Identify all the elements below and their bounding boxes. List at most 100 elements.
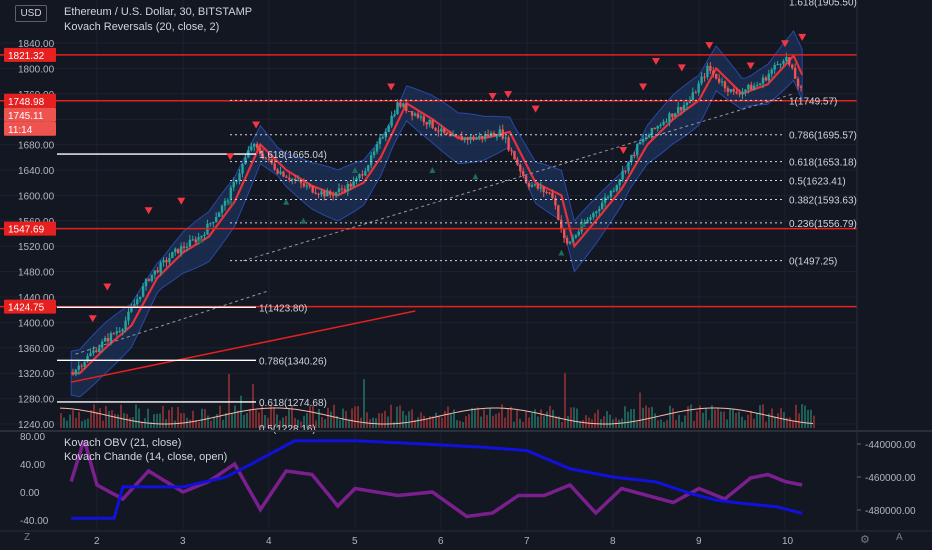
reversal-up-marker (300, 217, 307, 224)
candle-body (732, 89, 735, 92)
candle-body (150, 274, 154, 281)
reversal-up-marker (472, 173, 479, 180)
reversal-down-marker (531, 105, 540, 113)
volume-bar (519, 418, 521, 428)
volume-bar (309, 406, 311, 428)
candle-body (153, 270, 156, 275)
candle-body (352, 181, 355, 187)
volume-bar (216, 414, 218, 428)
time-tick-label: 3 (180, 536, 186, 547)
settings-icon[interactable]: ⚙ (860, 534, 870, 546)
volume-bar (282, 417, 284, 428)
candle-body (320, 191, 323, 195)
candle-body (688, 100, 692, 103)
currency-button[interactable]: USD (15, 5, 47, 22)
candle-body (323, 191, 326, 197)
price-tick-label: 1640.00 (18, 166, 55, 177)
volume-bar (645, 405, 647, 428)
volume-bar (501, 404, 503, 428)
fib-level-label: 0.382(1593.63) (789, 195, 857, 206)
candle-body (492, 132, 496, 137)
candle-body (191, 239, 195, 241)
volume-bar (735, 412, 737, 428)
candle-body (627, 161, 630, 172)
candle-body (671, 113, 674, 117)
price-label-text: 1821.32 (8, 51, 45, 62)
candle-body (416, 113, 420, 118)
candle-body (630, 154, 633, 162)
indicator-legend-chande[interactable]: Kovach Chande (14, close, open) (64, 451, 228, 463)
log-scale-button[interactable]: Z (24, 532, 31, 543)
volume-bar (159, 413, 161, 428)
auto-scale-button[interactable]: A (896, 532, 903, 543)
fibonacci-labels: 1.618(1905.50) 1(1749.57) 0.786(1695.57) 0.… (259, 0, 857, 435)
volume-bar (276, 414, 278, 428)
volume-bar (477, 407, 479, 428)
candle-body (147, 279, 151, 281)
candle-body (554, 197, 557, 206)
candle-body (355, 178, 358, 182)
candle-body (723, 81, 727, 89)
volume-bar (585, 415, 587, 428)
price-tick-label: 1480.00 (18, 268, 55, 279)
candle-body (393, 114, 396, 116)
volume-bar (657, 420, 659, 428)
volume-bar (513, 421, 515, 428)
fib-level-label: 0.618(1653.18) (789, 158, 857, 169)
candle-body (519, 164, 522, 172)
volume-bar (150, 421, 152, 428)
indicator-legend-obv[interactable]: Kovach OBV (21, close) (64, 437, 182, 449)
volume-bar (678, 414, 680, 428)
candle-body (726, 88, 730, 92)
candle-body (381, 137, 385, 139)
volume-bar (135, 404, 137, 428)
price-tick-label: 1320.00 (18, 369, 55, 380)
candle-body (296, 180, 300, 182)
candle-body (606, 196, 610, 198)
candle-body (326, 191, 329, 197)
candle-body (595, 211, 598, 213)
symbol-legend[interactable]: Ethereum / U.S. Dollar, 30, BITSTAMP (64, 6, 253, 18)
candle-body (340, 188, 344, 190)
candle-body (466, 137, 469, 141)
reversal-band (70, 29, 804, 398)
volume-bar (465, 416, 467, 428)
volume-bar (555, 415, 557, 428)
candle-body (288, 177, 291, 180)
volume-bar (603, 416, 605, 428)
volume-bar (174, 420, 176, 428)
volume-bar (162, 405, 164, 428)
candle-body (112, 333, 116, 335)
candle-body (744, 89, 747, 92)
candle-body (369, 155, 373, 166)
volume-bar (153, 414, 155, 428)
candle-body (279, 171, 282, 174)
indicator-legend-reversals[interactable]: Kovach Reversals (20, close, 2) (64, 21, 220, 33)
volume-bar (708, 420, 710, 428)
candle-body (796, 78, 800, 87)
candle-body (539, 187, 542, 189)
candle-body (478, 135, 481, 139)
candle-body (235, 180, 238, 182)
candle-body (156, 270, 159, 273)
volume-bar (726, 419, 728, 428)
volume-bar (597, 409, 599, 428)
candle-body (504, 137, 507, 139)
volume-bar (795, 404, 797, 428)
volume-bar (546, 411, 548, 428)
candle-body (258, 147, 262, 154)
price-tick-label: 1360.00 (18, 344, 55, 355)
volume-bar (813, 415, 815, 428)
volume-bar (582, 419, 584, 428)
candle-body (282, 171, 285, 177)
osc-tick-label: -40.00 (20, 516, 49, 527)
volume-bar (693, 420, 695, 428)
fib-level-label: 0.236(1556.79) (789, 219, 857, 230)
candle-body (89, 353, 92, 356)
candle-body (600, 202, 604, 209)
candle-body (387, 125, 390, 132)
candle-body (793, 67, 797, 79)
candle-body (141, 286, 145, 297)
